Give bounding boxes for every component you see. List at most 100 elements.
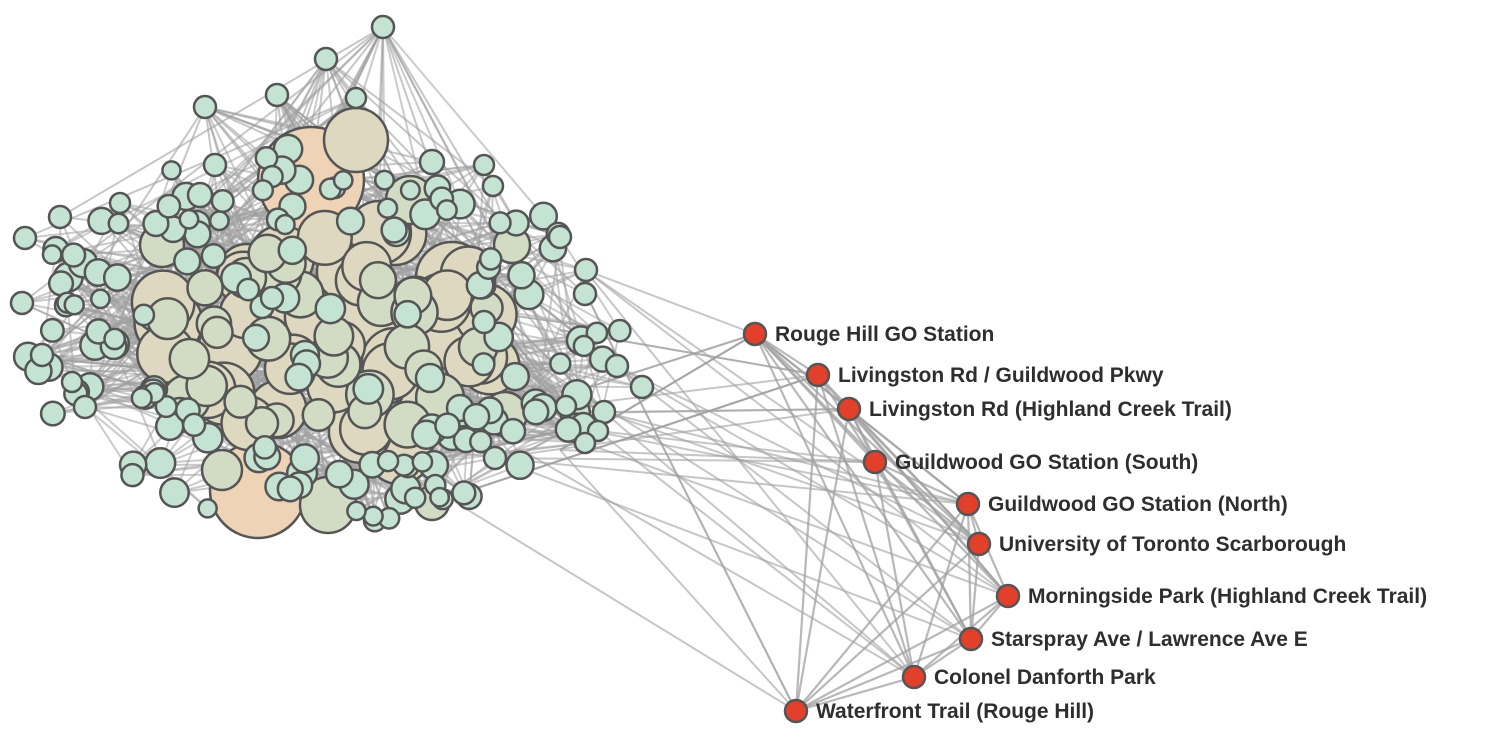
cluster-node [252,434,278,460]
cluster-node [505,450,535,481]
cluster-node [462,402,491,431]
cluster-edge [84,26,384,408]
station-node [862,449,888,475]
cluster-node [591,399,617,425]
cluster-node [399,179,421,201]
bridge-edge [603,411,980,545]
station-rouge-hill-go: Rouge Hill GO Station [742,321,994,347]
cluster-node [344,86,368,110]
station-edge [912,503,970,678]
station-node [958,626,984,652]
station-livingston-guildwood: Livingston Rd / Guildwood Pkwy [805,362,1164,388]
cluster-node [554,394,578,418]
cluster-node [39,400,66,427]
cluster-node [60,370,84,394]
main-cluster [9,14,655,540]
cluster-edge [557,233,621,332]
cluster-node [178,208,200,230]
cluster-node [132,303,156,327]
cluster-node [102,263,132,292]
cluster-node [488,211,512,235]
station-edge [754,333,915,678]
cluster-node [202,152,228,178]
cluster-node [362,505,384,527]
cluster-node [332,169,354,191]
cluster-node [173,247,202,276]
bridge-edge [494,408,850,459]
station-edge [794,374,820,712]
cluster-edge [325,58,494,187]
cluster-node [549,352,572,375]
cluster-node [393,299,422,329]
station-node [955,491,981,517]
cluster-node [335,206,366,236]
cluster-node [314,292,347,325]
cluster-node [168,337,211,380]
bridge-edge [584,269,756,335]
cluster-node [274,213,296,236]
bridge-edge [559,449,797,712]
station-node [901,664,927,690]
station-edge [795,595,1009,712]
bridge-edge [529,454,915,678]
cluster-node [90,288,111,310]
cluster-node [186,269,224,307]
cluster-node [376,197,399,219]
station-edge [873,461,916,678]
station-label: Livingston Rd (Highland Creek Trail) [869,398,1232,421]
cluster-node [144,446,177,480]
cluster-node [554,415,582,443]
cluster-node [241,323,271,352]
station-node [966,531,992,557]
cluster-node [208,210,230,232]
cluster-node [346,500,367,522]
cluster-node [41,244,63,266]
cluster-edge [161,26,384,246]
cluster-node [72,394,98,420]
cluster-node [200,242,227,269]
cluster-node [352,372,385,405]
cluster-node [223,384,258,419]
cluster-node [469,429,493,454]
station-label: Colonel Danforth Park [934,666,1156,689]
cluster-node [39,317,65,343]
station-label: Waterfront Trail (Rouge Hill) [816,700,1094,723]
station-edge [816,374,916,678]
cluster-edge [24,97,357,239]
station-node [742,321,768,347]
cluster-node [573,257,599,283]
cluster-node [200,448,244,492]
station-edge [848,408,1009,597]
station-livingston-highland: Livingston Rd (Highland Creek Trail) [836,396,1232,422]
cluster-node [181,412,207,438]
station-edge [795,543,980,712]
station-label: Livingston Rd / Guildwood Pkwy [838,364,1164,387]
bridge-edge [459,504,797,712]
cluster-node [313,46,339,72]
station-edge [848,408,969,505]
station-edge [874,461,980,545]
station-edge [795,637,972,713]
station-label: Guildwood GO Station (North) [988,493,1288,516]
cluster-node [130,387,153,410]
cluster-node [414,362,446,394]
cluster-node [108,191,132,215]
station-guildwood-go-south: Guildwood GO Station (South) [862,449,1198,475]
cluster-node [358,261,398,300]
cluster-node [322,106,390,174]
cluster-node [156,193,182,219]
cluster-node [451,480,477,506]
cluster-node [585,321,609,345]
cluster-node [47,204,73,230]
cluster-node [380,216,408,244]
cluster-node [572,281,598,307]
cluster-node [107,212,130,235]
station-edge [795,675,915,713]
cluster-node [197,498,218,519]
station-edge [874,461,972,640]
cluster-node [324,459,354,489]
cluster-node [500,361,531,392]
station-label: Guildwood GO Station (South) [895,451,1198,474]
cluster-node [418,148,446,176]
station-label: Starspray Ave / Lawrence Ave E [991,628,1308,651]
